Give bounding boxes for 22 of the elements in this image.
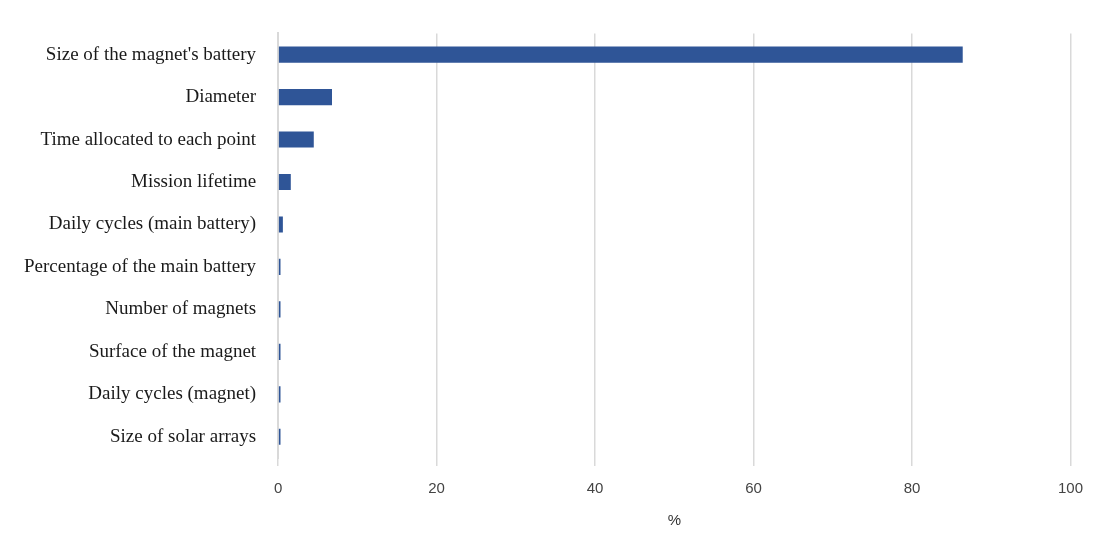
x-axis-title: % <box>667 511 681 529</box>
y-tick-label: Percentage of the main battery <box>23 254 257 276</box>
y-tick-label: Daily cycles (magnet) <box>88 382 257 405</box>
x-tick-label: 100 <box>1057 479 1083 497</box>
x-tick-label: 60 <box>745 479 762 497</box>
bar <box>278 46 963 63</box>
bar <box>278 89 332 106</box>
bar <box>278 173 291 191</box>
y-tick-label: Diameter <box>185 85 257 107</box>
x-tick-label: 40 <box>586 479 604 497</box>
y-tick-label: Size of solar arrays <box>109 424 257 446</box>
x-tick-label: 0 <box>273 479 283 497</box>
y-tick-label: Number of magnets <box>105 297 257 319</box>
y-tick-label: Mission lifetime <box>131 169 257 191</box>
bar <box>278 216 283 233</box>
x-tick-label: 20 <box>428 479 445 497</box>
y-tick-label: Surface of the magnet <box>88 339 257 361</box>
y-tick-label: Time allocated to each point <box>40 127 257 149</box>
bar <box>278 131 314 148</box>
y-tick-label: Size of the magnet's battery <box>45 42 257 64</box>
y-tick-label: Daily cycles (main battery) <box>48 212 257 235</box>
x-tick-label: 80 <box>903 479 921 497</box>
